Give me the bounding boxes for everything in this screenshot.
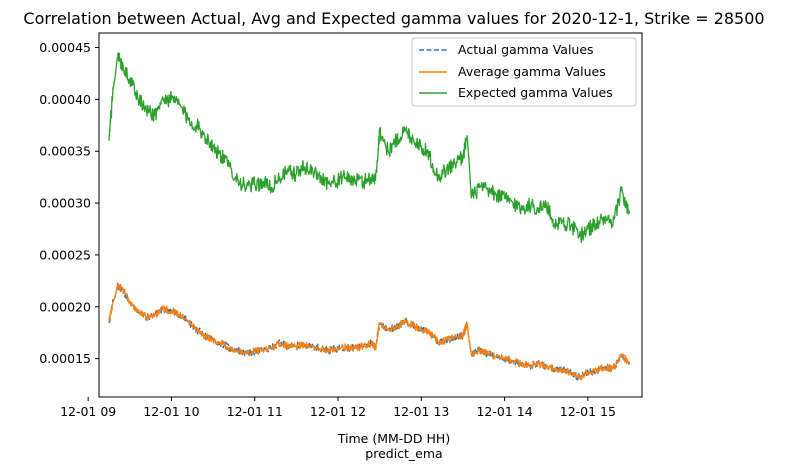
y-tick-label: 0.00025 bbox=[39, 247, 91, 262]
series-layer bbox=[108, 51, 631, 381]
y-tick-label: 0.00030 bbox=[39, 196, 91, 211]
x-tick-label: 12-01 14 bbox=[476, 404, 532, 419]
y-tick-label: 0.00045 bbox=[39, 40, 91, 55]
x-tick-label: 12-01 13 bbox=[393, 404, 449, 419]
legend-label-average: Average gamma Values bbox=[458, 64, 606, 79]
x-tick-label: 12-01 11 bbox=[227, 404, 283, 419]
series-line-expected bbox=[108, 51, 631, 243]
legend-label-expected: Expected gamma Values bbox=[458, 85, 613, 100]
x-tick-label: 12-01 10 bbox=[143, 404, 199, 419]
x-tick-label: 12-01 12 bbox=[310, 404, 366, 419]
y-tick-label: 0.00040 bbox=[39, 92, 91, 107]
legend: Actual gamma Values Average gamma Values… bbox=[411, 37, 637, 107]
x-tick-label: 12-01 15 bbox=[560, 404, 616, 419]
legend-frame bbox=[411, 37, 637, 107]
axis-layer: 12-01 09 12-01 10 12-01 11 12-01 12 12-01 13… bbox=[39, 40, 616, 419]
y-tick-label: 0.00035 bbox=[39, 144, 91, 159]
chart-title: Correlation between Actual, Avg and Expe… bbox=[23, 9, 764, 28]
x-tick-label: 12-01 09 bbox=[60, 404, 116, 419]
y-tick-label: 0.00015 bbox=[39, 351, 91, 366]
series-line-average bbox=[108, 282, 631, 381]
series-line-actual bbox=[108, 282, 631, 381]
y-tick-label: 0.00020 bbox=[39, 299, 91, 314]
x-axis-sublabel: predict_ema bbox=[365, 446, 442, 461]
plot-frame bbox=[98, 32, 643, 398]
legend-label-actual: Actual gamma Values bbox=[458, 42, 594, 57]
x-axis-label: Time (MM-DD HH) bbox=[337, 431, 450, 446]
